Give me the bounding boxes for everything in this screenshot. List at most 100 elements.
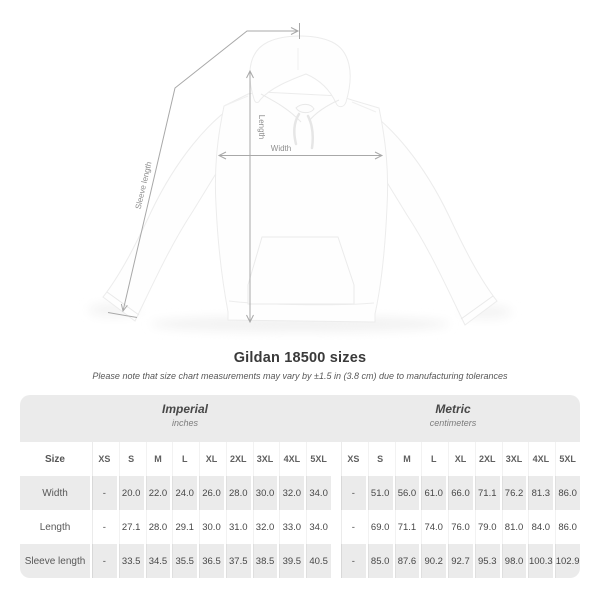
- size-header-cell: 4XL: [277, 442, 304, 476]
- hoodie-hem-band: [228, 300, 375, 306]
- length-arrow-bottom: [246, 314, 254, 324]
- width-arrow-left: [217, 151, 227, 160]
- imperial-section-header: Imperial inches: [162, 402, 208, 429]
- size-header-cell: 3XL: [499, 442, 527, 476]
- imperial-value-cell: 34.0: [304, 510, 331, 544]
- hoodie-right-sleeve: [353, 101, 498, 326]
- table-row-width: Width -20.0 22.0 24.0 26.0 28.0 30.0 32.0 34.0-5…: [20, 476, 580, 510]
- metric-value-cell: 66.0: [446, 476, 473, 510]
- metric-value-cell: 81.0: [499, 510, 527, 544]
- metric-value-cell: 90.2: [419, 544, 446, 578]
- imperial-value-cell: 34.0: [304, 476, 331, 510]
- metric-value-cell: 102.9: [553, 544, 580, 578]
- hoodie-illustration: [102, 35, 498, 326]
- row-label: Width: [42, 487, 68, 499]
- metric-value-cell: 74.0: [419, 510, 446, 544]
- metric-value-cell: 95.3: [472, 544, 500, 578]
- imperial-value-cell: 36.5: [197, 544, 224, 578]
- size-header-cell: 4XL: [526, 442, 553, 476]
- metric-value-cell: -: [339, 544, 366, 578]
- size-header-cell: XL: [446, 442, 473, 476]
- hoodie-pocket: [247, 236, 355, 305]
- sleeve-length-label: Sleeve length: [134, 161, 154, 210]
- metric-value-cell: 76.0: [446, 510, 473, 544]
- hoodie-size-diagram: Sleeve length Length Width: [88, 23, 512, 332]
- imperial-value-cell: 30.0: [250, 476, 278, 510]
- size-header-cell: 3XL: [250, 442, 278, 476]
- section-gap: [331, 442, 339, 476]
- imperial-value-cell: 30.0: [197, 510, 224, 544]
- imperial-value-cell: 40.5: [304, 544, 331, 578]
- tolerance-note: Please note that size chart measurements…: [92, 371, 508, 381]
- metric-value-cell: 85.0: [365, 544, 393, 578]
- page-title: Gildan 18500 sizes: [233, 350, 367, 366]
- imperial-value-cell: 35.5: [170, 544, 197, 578]
- imperial-value-cell: 31.0: [223, 510, 251, 544]
- metric-value-cell: 81.3: [526, 476, 553, 510]
- imperial-value-cell: -: [90, 510, 117, 544]
- imperial-value-cell: 28.0: [223, 476, 251, 510]
- metric-value-cell: 86.0: [553, 510, 580, 544]
- size-header-cell: 2XL: [223, 442, 251, 476]
- size-header-cell: M: [143, 442, 171, 476]
- size-header-cell: S: [365, 442, 393, 476]
- imperial-value-cell: 39.5: [277, 544, 304, 578]
- metric-value-cell: 71.1: [472, 476, 500, 510]
- cuff-tick: [107, 312, 138, 318]
- row-label: Sleeve length: [24, 555, 86, 567]
- section-gap: [331, 476, 339, 510]
- size-header-cell: XL: [197, 442, 224, 476]
- table-section-header: Imperial inches Metric centimeters: [20, 395, 580, 442]
- imperial-value-cell: 34.5: [143, 544, 171, 578]
- metric-value-cell: 98.0: [499, 544, 527, 578]
- size-chart-table: Imperial inches Metric centimeters Size X…: [20, 395, 580, 578]
- size-header-cell: XS: [339, 442, 366, 476]
- size-header-cell: L: [170, 442, 197, 476]
- imperial-value-cell: 24.0: [170, 476, 197, 510]
- sleeve-arrow-start: [290, 27, 300, 35]
- metric-value-cell: 76.2: [499, 476, 527, 510]
- size-header-cell: XS: [90, 442, 117, 476]
- hoodie-left-sleeve: [102, 97, 247, 322]
- imperial-value-cell: 33.0: [277, 510, 304, 544]
- metric-value-cell: 84.0: [526, 510, 553, 544]
- width-label: Width: [271, 144, 291, 153]
- imperial-value-cell: 22.0: [143, 476, 171, 510]
- imperial-unit-label: inches: [171, 418, 198, 429]
- row-label: Length: [39, 521, 71, 533]
- table-row-sleeve-length: Sleeve length -33.5 34.5 35.5 36.5 37.5 38.5 39…: [20, 544, 580, 578]
- metric-value-cell: 86.0: [553, 476, 580, 510]
- imperial-value-cell: 29.1: [170, 510, 197, 544]
- imperial-value-cell: -: [90, 544, 117, 578]
- metric-value-cell: -: [339, 510, 366, 544]
- metric-value-cell: 71.1: [392, 510, 420, 544]
- size-header-cell: 5XL: [304, 442, 331, 476]
- imperial-value-cell: 32.0: [277, 476, 304, 510]
- section-gap: [331, 510, 339, 544]
- metric-value-cell: 87.6: [392, 544, 420, 578]
- metric-value-cell: 56.0: [392, 476, 420, 510]
- size-header-cell: M: [392, 442, 420, 476]
- metric-value-cell: 69.0: [365, 510, 393, 544]
- metric-unit-label: centimeters: [429, 418, 477, 429]
- size-header-cell: 2XL: [472, 442, 500, 476]
- imperial-value-cell: 28.0: [143, 510, 171, 544]
- section-gap: [331, 544, 339, 578]
- imperial-value-cell: 38.5: [250, 544, 278, 578]
- length-arrow-top: [246, 69, 254, 79]
- imperial-value-cell: 20.0: [116, 476, 144, 510]
- metric-section-header: Metric centimeters: [430, 402, 477, 429]
- imperial-value-cell: 26.0: [197, 476, 224, 510]
- size-header-cell: S: [116, 442, 144, 476]
- imperial-value-cell: 32.0: [250, 510, 278, 544]
- sleeve-length-line: [122, 30, 298, 312]
- size-table-rows: Size XS S M L XL 2XL 3XL 4XL 5XL XS S M L XL 2XL 3XL 4XL 5…: [20, 442, 580, 578]
- imperial-value-cell: 27.1: [116, 510, 144, 544]
- metric-label: Metric: [435, 402, 471, 416]
- metric-value-cell: 79.0: [472, 510, 500, 544]
- length-label: Length: [257, 115, 266, 139]
- size-header-cell: L: [419, 442, 446, 476]
- size-column-header: Size: [44, 453, 65, 465]
- metric-value-cell: 100.3: [526, 544, 553, 578]
- table-row-length: Length -27.1 28.0 29.1 30.0 31.0 32.0 33.0 34.0-…: [20, 510, 580, 544]
